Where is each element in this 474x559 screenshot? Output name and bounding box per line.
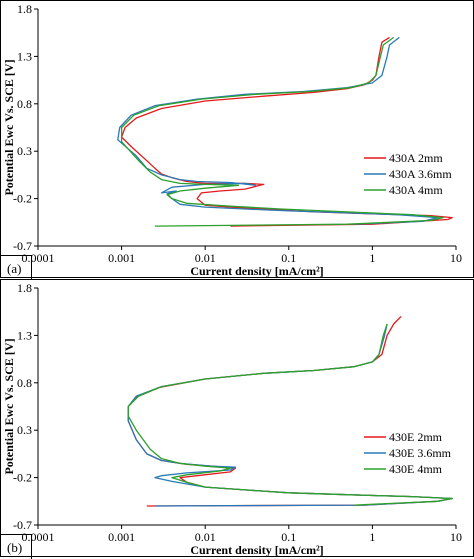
panel-label-b: (b) (7, 540, 23, 555)
x-tick-label: 0.1 (281, 251, 296, 265)
y-tick-label: 1.8 (17, 281, 32, 295)
x-tick-label: 0.001 (108, 251, 135, 265)
y-tick-label: 0.8 (17, 376, 32, 390)
x-tick-label: 0.1 (281, 530, 296, 544)
y-tick-label: 1.3 (17, 328, 32, 342)
x-axis-label: Current density [mA/cm²] (190, 264, 323, 278)
chart-panel-a: 1.8 1.3 0.8 0.3 -0.2 -0.7 0.0001 0.001 0.01 0.1 1 1… (0, 0, 474, 280)
y-tick-label: -0.7 (13, 518, 32, 532)
legend-entry: 430E 4mm (389, 462, 443, 476)
chart-panel-b: 1.8 1.3 0.8 0.3 -0.2 -0.7 0.0001 0.001 0.01 0.1 1 1… (0, 279, 474, 559)
chart-b-svg: 1.8 1.3 0.8 0.3 -0.2 -0.70.0001 0.001 0.01 0.1 1 1… (2, 281, 462, 557)
x-tick-label: 0.01 (195, 530, 216, 544)
series-line (120, 36, 444, 227)
y-tick-label: -0.7 (13, 239, 32, 253)
y-tick-label: 1.3 (17, 49, 32, 63)
x-tick-label: 0.01 (195, 251, 216, 265)
panel-label-a: (a) (7, 261, 22, 276)
panel-label-box (1, 255, 32, 280)
y-tick-label: 0.3 (17, 144, 32, 158)
legend-entry: 430A 3.6mm (389, 167, 452, 181)
y-tick-label: 1.8 (17, 2, 32, 16)
y-tick-label: 0.3 (17, 423, 32, 437)
chart-a-svg: 1.8 1.3 0.8 0.3 -0.2 -0.70.0001 0.001 0.01 0.1 1 1… (2, 2, 462, 278)
x-tick-label: 0.0001 (22, 530, 55, 544)
x-tick-label: 10 (450, 530, 462, 544)
x-tick-label: 0.001 (108, 530, 135, 544)
y-tick-label: -0.2 (13, 192, 32, 206)
panel-label-box (1, 534, 32, 559)
y-axis-label: Potential Ewc Vs. SCE [V] (2, 338, 16, 474)
series-line (127, 323, 453, 506)
y-tick-label: -0.2 (13, 471, 32, 485)
legend-entry: 430E 2mm (389, 430, 443, 444)
y-axis-label: Potential Ewc Vs. SCE [V] (2, 59, 16, 195)
series-line (127, 315, 453, 507)
x-tick-label: 10 (450, 251, 462, 265)
x-tick-label: 1 (369, 251, 375, 265)
y-tick-label: 0.8 (17, 97, 32, 111)
x-tick-label: 1 (369, 530, 375, 544)
legend-entry: 430A 2mm (389, 151, 443, 165)
x-tick-label: 0.0001 (22, 251, 55, 265)
x-axis-label: Current density [mA/cm²] (190, 543, 323, 557)
legend-entry: 430A 4mm (389, 183, 443, 197)
legend-entry: 430E 3.6mm (389, 446, 452, 460)
